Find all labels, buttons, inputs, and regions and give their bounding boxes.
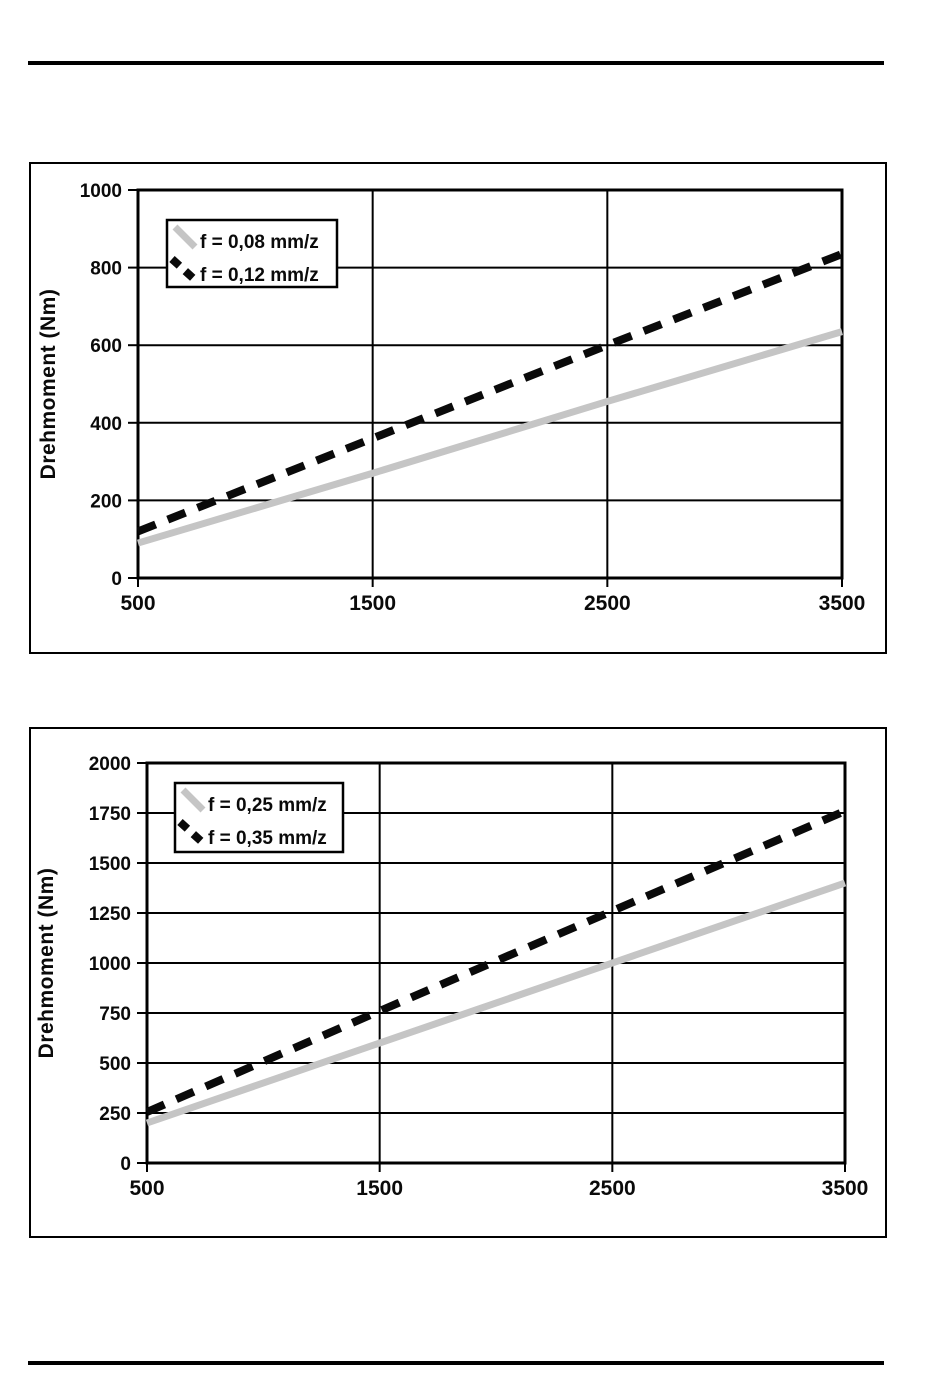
legend-label: f = 0,35 mm/z [208, 828, 327, 849]
x-tick-label: 2500 [589, 1177, 636, 1200]
x-tick-label: 2500 [584, 592, 631, 615]
series-line-dashed [145, 807, 847, 1116]
torque-chart-upper-canvas: 0 200 400 600 800 1000 500 1500 2500 3500 f = 0,08… [37, 181, 866, 615]
y-tick-label: 0 [111, 569, 122, 590]
y-tick-label: 1500 [89, 854, 131, 875]
y-tick-label: 1750 [89, 804, 131, 825]
legend-box [165, 218, 339, 289]
legend-marker-solid [180, 787, 206, 813]
legend-label: f = 0,12 mm/z [200, 265, 319, 286]
series-line-solid [145, 879, 847, 1127]
x-tick-label: 3500 [819, 592, 866, 615]
legend-marker-dashed [177, 819, 205, 845]
y-axis-title: Drehmoment (Nm) [37, 289, 60, 480]
y-tick-label: 500 [99, 1054, 131, 1075]
y-tick-label: 800 [90, 259, 122, 280]
y-axis-title: Drehmoment (Nm) [35, 868, 58, 1059]
series-line-solid [137, 328, 843, 547]
x-tick-label: 1500 [356, 1177, 403, 1200]
plot-border [145, 761, 847, 1165]
y-tick-label: 750 [99, 1004, 131, 1025]
torque-chart-lower-canvas: 0 250 500 750 1000 1250 1500 1750 2000 500 1500 250… [35, 754, 869, 1200]
legend-marker-solid [172, 224, 198, 250]
legend-label: f = 0,08 mm/z [200, 232, 319, 253]
y-tick-label: 0 [120, 1154, 131, 1175]
torque-chart-lower: 0 250 500 750 1000 1250 1500 1750 2000 500 1500 250… [29, 727, 887, 1238]
x-tick-label: 500 [120, 592, 155, 615]
x-tick-label: 3500 [822, 1177, 869, 1200]
y-tick-label: 600 [90, 336, 122, 357]
y-tick-label: 1000 [80, 181, 122, 202]
page-footer-rule [28, 1361, 884, 1365]
y-tick-label: 1000 [89, 954, 131, 975]
torque-chart-upper: 0 200 400 600 800 1000 500 1500 2500 3500 f = 0,08… [29, 162, 887, 654]
y-tick-label: 250 [99, 1104, 131, 1125]
page-header-rule [28, 61, 884, 65]
y-tick-label: 1250 [89, 904, 131, 925]
y-tick-label: 200 [90, 491, 122, 512]
plot-border [136, 188, 844, 580]
legend-box [173, 781, 345, 854]
x-tick-label: 500 [129, 1177, 164, 1200]
y-tick-label: 2000 [89, 754, 131, 775]
y-tick-label: 400 [90, 414, 122, 435]
x-tick-label: 1500 [349, 592, 396, 615]
series-line-dashed [136, 250, 844, 536]
legend-marker-dashed [169, 256, 197, 282]
legend-label: f = 0,25 mm/z [208, 795, 327, 816]
